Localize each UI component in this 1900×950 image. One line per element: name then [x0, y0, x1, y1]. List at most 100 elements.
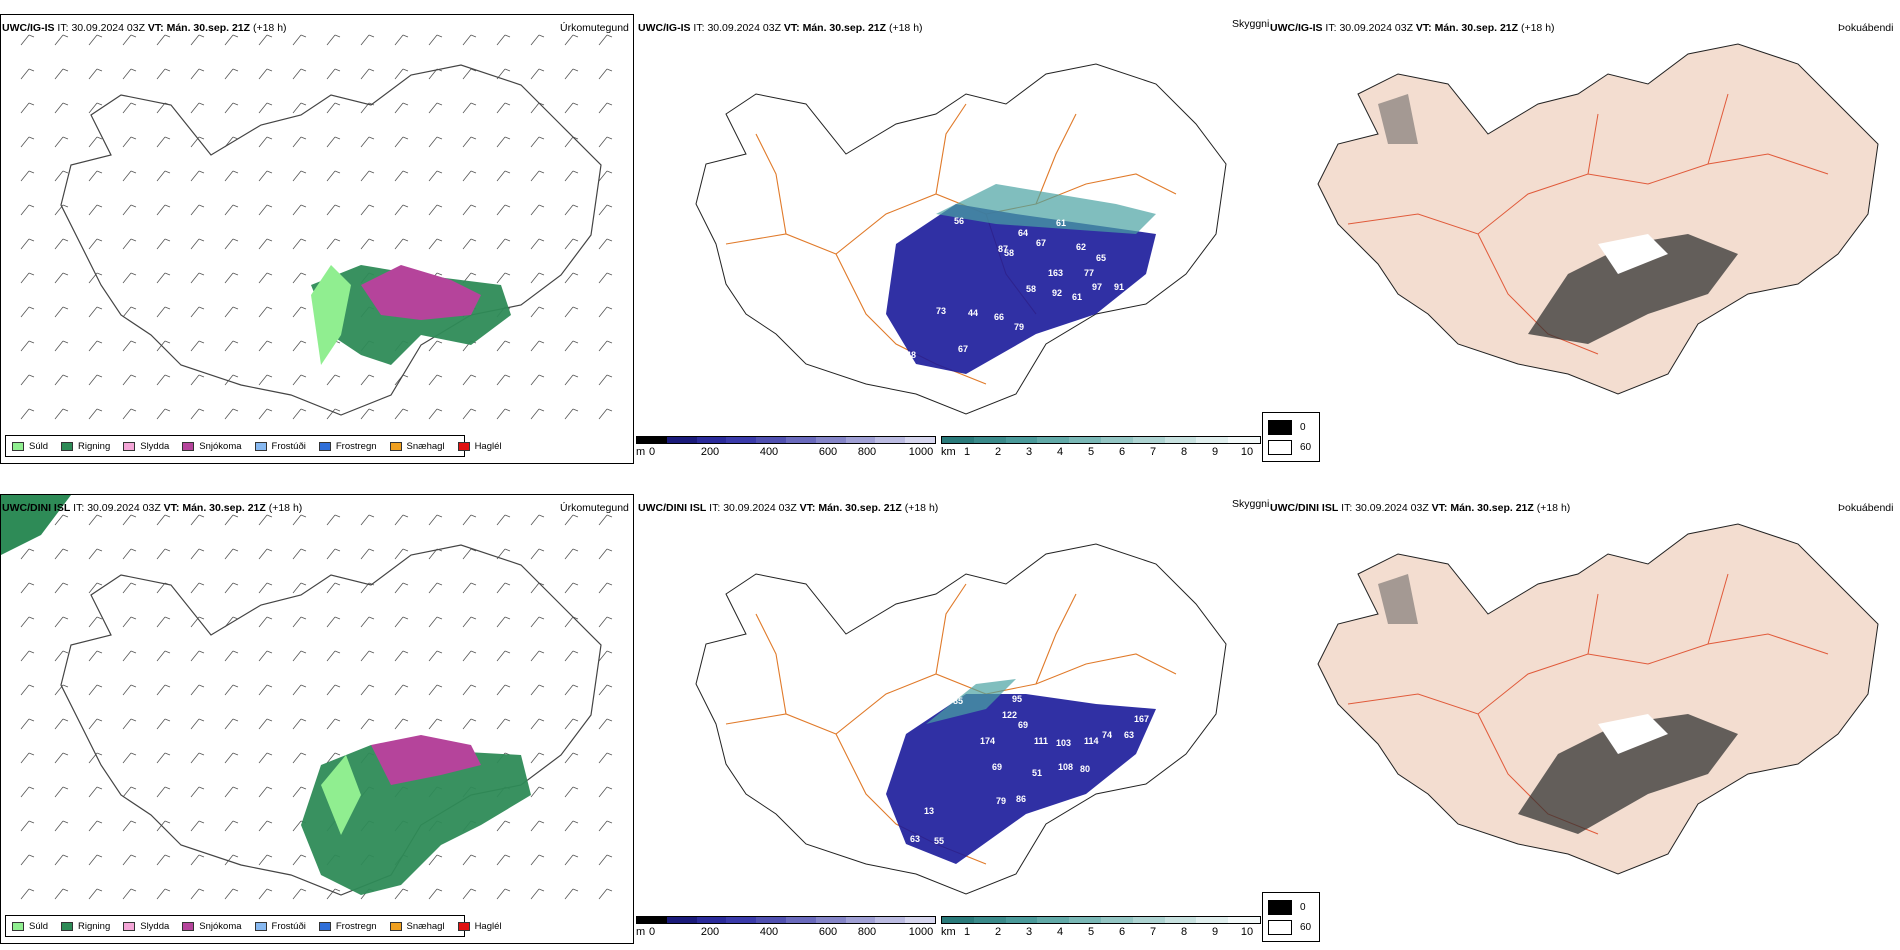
wind-barb — [88, 616, 103, 628]
wind-barb — [54, 854, 69, 866]
cloud-value-label: 73 — [936, 306, 946, 316]
colorbar-km-gradient — [941, 436, 1261, 444]
fog-map-1 — [1317, 43, 1879, 395]
precip-legend: Súld Rigning Slydda Snjókoma Frostúði Fr… — [5, 915, 502, 937]
colorbar-m: m 0 200 400 600 800 1000 — [636, 916, 936, 938]
tick-label: 7 — [1149, 926, 1157, 938]
wind-barb — [326, 34, 341, 46]
colorbar-m-labels: m 0 200 400 600 800 1000 — [636, 444, 936, 458]
wind-barb — [496, 238, 511, 250]
legend-item: Snjókoma — [182, 441, 242, 452]
wind-barb — [224, 272, 239, 284]
legend-swatch — [318, 921, 331, 931]
wind-barb — [292, 752, 307, 764]
wind-barb — [496, 102, 511, 114]
wind-barb — [224, 68, 239, 80]
tick-label: 4 — [1056, 446, 1064, 458]
wind-barb — [156, 820, 171, 832]
wind-barb — [326, 548, 341, 560]
colorbar-m-labels: m 0 200 400 600 800 1000 — [636, 924, 936, 938]
tick-label: 10 — [1240, 446, 1254, 458]
wind-barb — [122, 272, 137, 284]
lead-time: (+18 h) — [1536, 502, 1571, 514]
colorbar-unit: km — [941, 446, 956, 458]
wind-barb — [88, 582, 103, 594]
wind-barb — [54, 102, 69, 114]
wind-barb — [156, 684, 171, 696]
legend-item: Súld — [12, 441, 48, 452]
wind-barb — [564, 854, 579, 866]
wind-barb — [122, 786, 137, 798]
wind-barb — [156, 238, 171, 250]
wind-barb — [292, 408, 307, 420]
wind-barb — [360, 238, 375, 250]
vt-value: Mán. 30.sep. 21Z — [182, 502, 266, 514]
precip-type-map-1 — [20, 34, 613, 420]
wind-barb — [326, 616, 341, 628]
wind-barb — [88, 408, 103, 420]
fog-legend-swatch — [1268, 899, 1292, 915]
wind-barb — [428, 684, 443, 696]
wind-barb — [54, 616, 69, 628]
colorbar-m-gradient — [636, 916, 936, 924]
wind-barb — [530, 374, 545, 386]
wind-barb — [326, 752, 341, 764]
wind-barb — [258, 820, 273, 832]
cloud-value-label: 85 — [953, 696, 963, 706]
wind-barb — [564, 582, 579, 594]
cloud-value-label: 80 — [1080, 764, 1090, 774]
cloud-value-label: 92 — [1052, 288, 1062, 298]
wind-barb — [190, 34, 205, 46]
legend-label: Súld — [29, 440, 49, 452]
cloud-value-label: 58 — [1026, 284, 1036, 294]
wind-barb — [496, 650, 511, 662]
model-name: UWC/IG-IS — [638, 22, 691, 34]
wind-barb — [122, 408, 137, 420]
wind-barb — [598, 820, 613, 832]
fog-legend-swatch — [1268, 439, 1292, 455]
wind-barb — [360, 34, 375, 46]
wind-barb — [360, 170, 375, 182]
wind-barb — [428, 136, 443, 148]
wind-barb — [496, 684, 511, 696]
wind-barb — [88, 238, 103, 250]
legend-swatch — [182, 921, 195, 931]
wind-barb — [54, 34, 69, 46]
wind-barb — [156, 514, 171, 526]
wind-barb — [394, 514, 409, 526]
wind-barb — [156, 408, 171, 420]
wind-barb — [564, 340, 579, 352]
tick-label: 6 — [1118, 926, 1126, 938]
wind-barb — [54, 306, 69, 318]
wind-barb — [20, 854, 35, 866]
legend-label: Haglél — [474, 440, 502, 452]
wind-barb — [258, 102, 273, 114]
cloud-value-label: 95 — [1012, 694, 1022, 704]
legend-swatch — [61, 441, 74, 451]
wind-barb — [428, 854, 443, 866]
cloud-value-label: 13 — [924, 806, 934, 816]
wind-barb — [564, 374, 579, 386]
wind-barb — [428, 170, 443, 182]
legend-item: Slydda — [123, 441, 169, 452]
wind-barb — [530, 786, 545, 798]
legend-swatch — [12, 441, 24, 451]
wind-barb — [258, 340, 273, 352]
wind-barb — [394, 582, 409, 594]
wind-barb — [564, 718, 579, 730]
fog-legend: 0 60 — [1262, 892, 1320, 942]
wind-barb — [360, 136, 375, 148]
fog-roads — [1347, 93, 1829, 355]
fog-legend-label: 0 — [1300, 421, 1306, 433]
wind-barb — [530, 514, 545, 526]
wind-barb — [496, 718, 511, 730]
tick-label: 6 — [1118, 446, 1126, 458]
tick-label: 400 — [759, 446, 779, 458]
wind-barb — [224, 514, 239, 526]
wind-barb — [190, 548, 205, 560]
tick-label: 8 — [1180, 926, 1188, 938]
cloud-value-label: 61 — [1056, 218, 1066, 228]
wind-barb — [462, 408, 477, 420]
wind-barb — [394, 548, 409, 560]
